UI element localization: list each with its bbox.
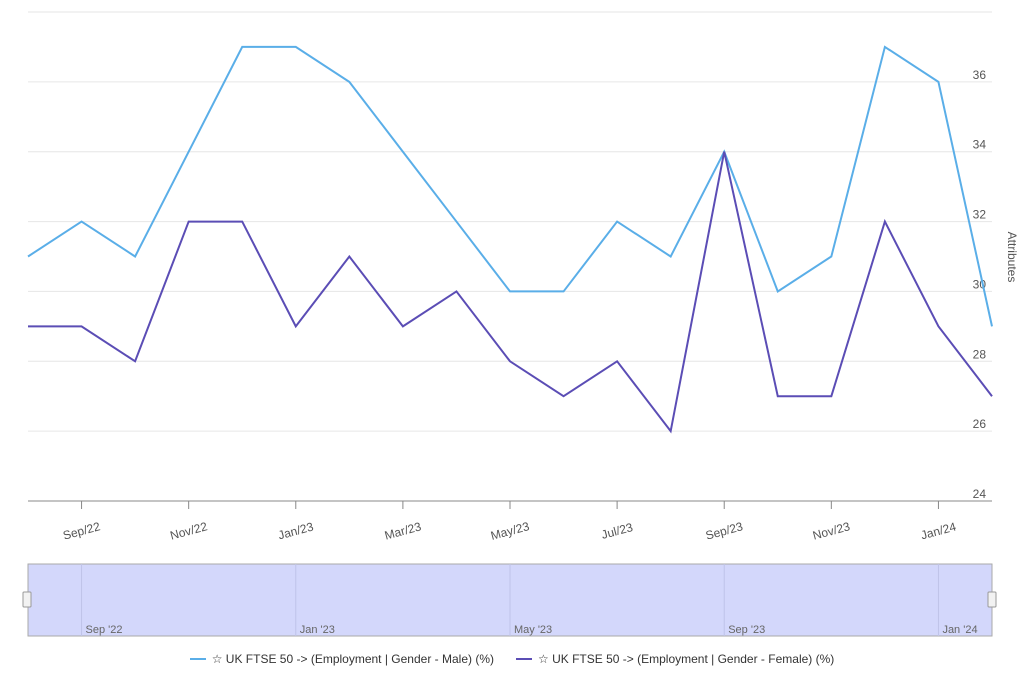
x-tick-label: Jan/24 [919,519,958,542]
navigator-label: Sep '23 [728,624,765,636]
legend-label: ☆ UK FTSE 50 -> (Employment | Gender - F… [537,652,835,666]
legend: ☆ UK FTSE 50 -> (Employment | Gender - M… [0,652,1024,666]
navigator-handle [987,591,997,608]
series-line [27,45,993,327]
navigator-label: Sep '22 [86,624,123,636]
legend-swatch [189,658,206,660]
legend-swatch [515,658,532,660]
navigator-label: May '23 [514,624,552,636]
navigator-label: Jan '23 [300,624,335,636]
y-tick-label: 26 [973,417,987,431]
y-tick-label: 32 [973,208,987,222]
legend-item[interactable]: ☆ UK FTSE 50 -> (Employment | Gender - M… [189,652,494,666]
y-axis-title: Attributes [1005,232,1019,283]
navigator-handle [22,591,32,608]
x-tick-label: Jul/23 [600,520,635,542]
x-tick-label: Nov/22 [168,519,209,542]
x-tick-label: May/23 [489,519,531,543]
x-tick-label: Mar/23 [383,519,423,542]
y-tick-label: 34 [973,138,987,152]
navigator-label: Jan '24 [942,624,977,636]
y-tick-label: 24 [973,487,987,501]
legend-label: ☆ UK FTSE 50 -> (Employment | Gender - M… [211,652,494,666]
series-line [28,151,993,434]
x-tick-label: Nov/23 [811,519,852,542]
legend-item[interactable]: ☆ UK FTSE 50 -> (Employment | Gender - F… [515,652,835,666]
x-tick-label: Jan/23 [277,519,316,542]
y-tick-label: 28 [973,347,987,361]
x-tick-label: Sep/22 [61,519,102,542]
x-tick-label: Sep/23 [704,519,745,542]
y-tick-label: 36 [973,68,987,82]
